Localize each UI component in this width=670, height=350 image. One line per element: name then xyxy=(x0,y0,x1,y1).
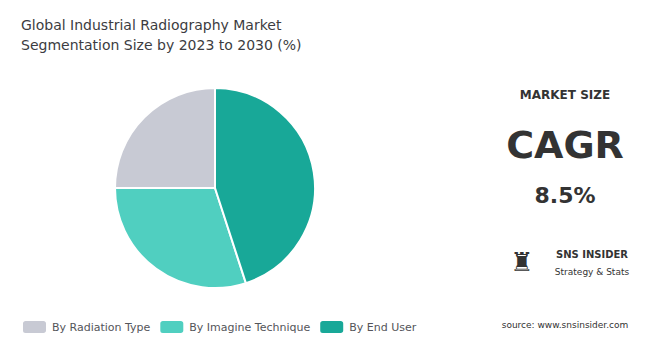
svg-text:source: www.snsinsider.com: source: www.snsinsider.com xyxy=(502,320,629,330)
svg-text:Strategy & Stats: Strategy & Stats xyxy=(555,267,630,277)
svg-text:Global Industrial Radiography: Global Industrial Radiography Market xyxy=(21,17,282,33)
svg-text:8.5%: 8.5% xyxy=(534,183,595,208)
svg-text:CAGR: CAGR xyxy=(506,123,624,167)
svg-text:SNS INSIDER: SNS INSIDER xyxy=(556,249,628,260)
svg-text:By End User: By End User xyxy=(349,321,417,334)
svg-text:Segmentation Size by 2023 to 2: Segmentation Size by 2023 to 2030 (%) xyxy=(21,37,302,53)
svg-text:By Radiation Type: By Radiation Type xyxy=(52,321,151,334)
svg-text:♜: ♜ xyxy=(510,247,533,277)
svg-text:By Imagine Technique: By Imagine Technique xyxy=(189,321,310,334)
svg-text:MARKET SIZE: MARKET SIZE xyxy=(520,88,610,102)
